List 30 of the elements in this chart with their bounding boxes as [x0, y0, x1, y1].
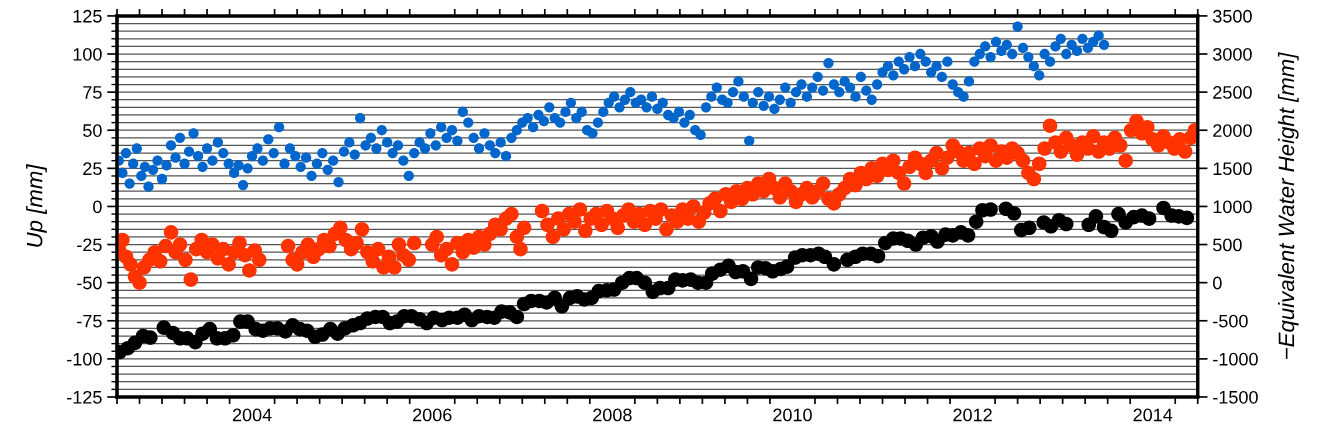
y-tick-label: -100: [67, 352, 102, 366]
x-tick-label: 2004: [232, 408, 272, 422]
y-tick-label: 100: [73, 47, 102, 61]
y-tick-label: 25: [83, 162, 102, 176]
y-tick-label: 50: [83, 124, 102, 137]
y-tick-label: -25: [77, 238, 102, 252]
x-tick-label: 2006: [413, 408, 452, 422]
y-tick-label: 0: [93, 200, 102, 214]
y2-tick-label: 0: [1213, 276, 1222, 290]
y2-tick-label: 3000: [1213, 47, 1252, 61]
y2-tick-label: 2500: [1213, 86, 1252, 99]
y-tick-label: -125: [67, 390, 102, 404]
y2-tick-label: 3500: [1213, 9, 1252, 23]
y2-tick-label: 500: [1213, 238, 1242, 252]
y-tick-label: 125: [73, 9, 102, 23]
x-tick-label: 2014: [1133, 408, 1173, 422]
y-axis-title: Up [mm]: [26, 164, 47, 247]
y-tick-label: -75: [77, 314, 102, 328]
y-tick-label: -50: [77, 276, 102, 290]
y2-tick-label: 1500: [1213, 162, 1252, 176]
x-tick-label: 2010: [773, 408, 812, 422]
x-tick-label: 2012: [953, 408, 992, 422]
x-tick-label: 2008: [593, 408, 632, 422]
y2-tick-label: 1000: [1213, 200, 1252, 214]
y-tick-label: 75: [83, 86, 102, 99]
y2-tick-label: -500: [1213, 314, 1248, 328]
y2-tick-label: 2000: [1213, 124, 1252, 137]
y2-tick-label: -1500: [1213, 390, 1258, 404]
y2-tick-label: -1000: [1213, 352, 1258, 366]
y2-axis-title: −Equivalent Water Height [mm]: [1277, 52, 1299, 359]
